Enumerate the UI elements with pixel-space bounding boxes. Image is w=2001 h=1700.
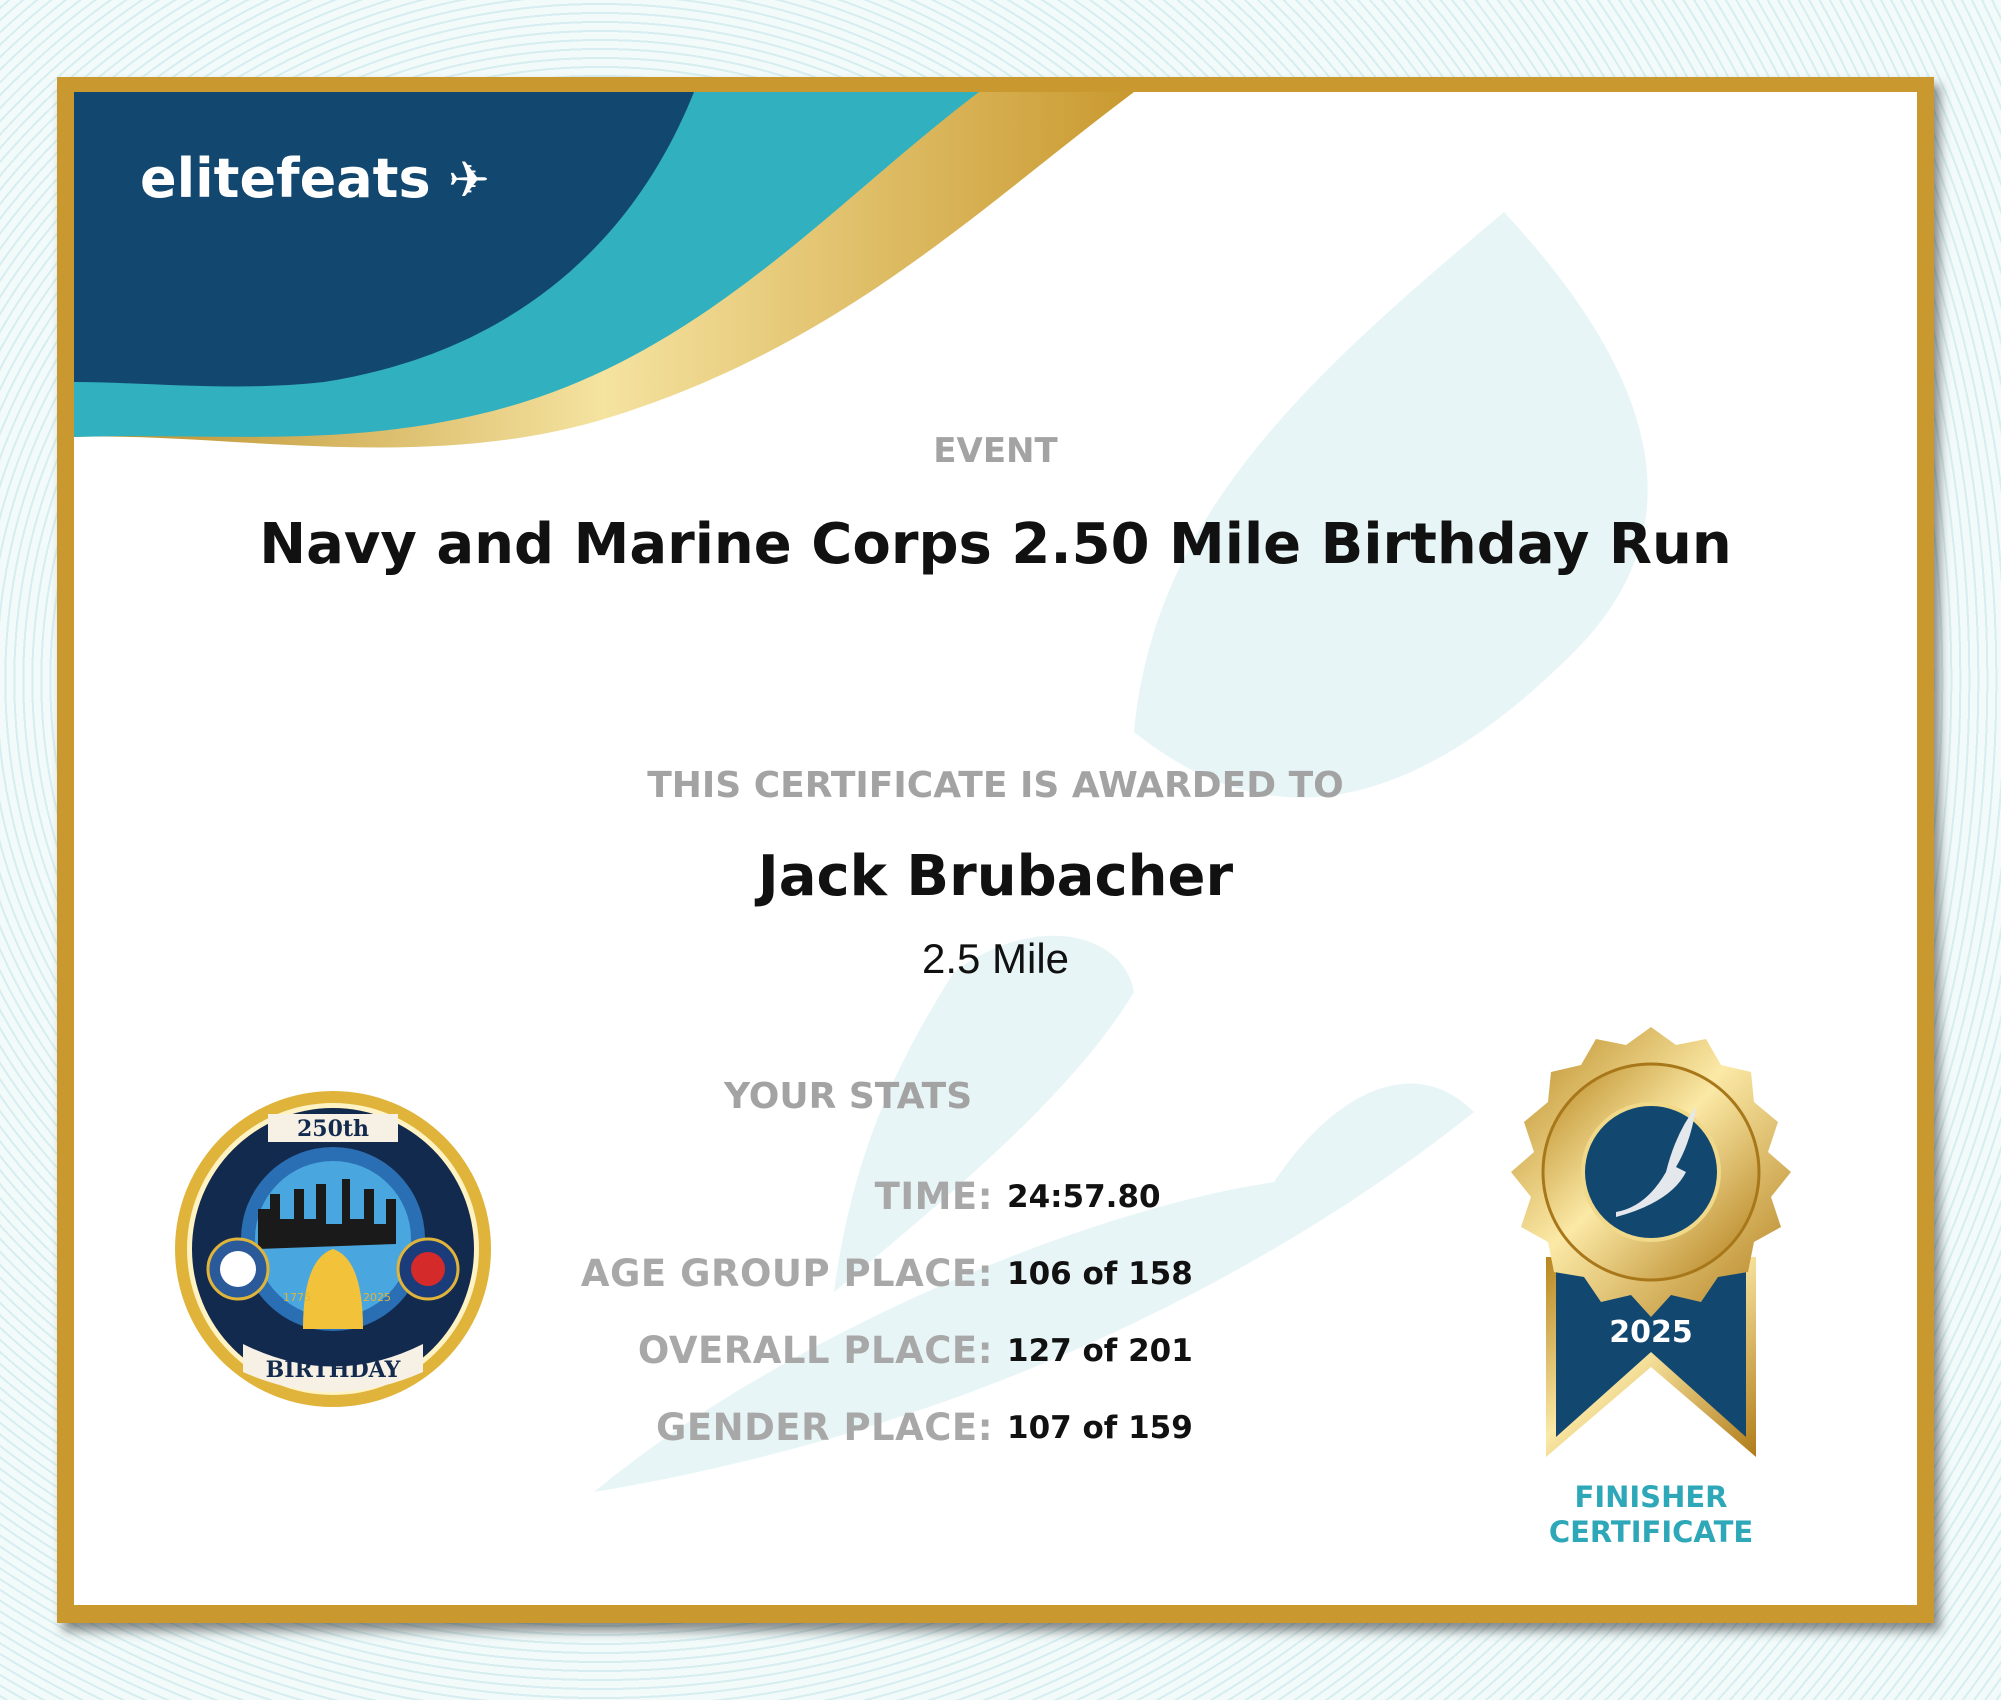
badge-line-1: FINISHER bbox=[1574, 1480, 1728, 1514]
stats-table: TIME: 24:57.80 AGE GROUP PLACE: 106 of 158… bbox=[74, 92, 1917, 1605]
event-title: Navy and Marine Corps 2.50 Mile Birthday… bbox=[259, 512, 1732, 577]
stat-row-overall: OVERALL PLACE: 127 of 201 bbox=[74, 1329, 1917, 1373]
stat-row-time: TIME: 24:57.80 bbox=[74, 1175, 1917, 1219]
event-label: EVENT bbox=[933, 431, 1058, 471]
svg-text:2025: 2025 bbox=[363, 1291, 391, 1304]
certificate-paper: elitefeats ✈ EVENT Navy and Marine Corps… bbox=[74, 92, 1917, 1605]
stat-label: OVERALL PLACE: bbox=[637, 1329, 993, 1372]
award-label: THIS CERTIFICATE IS AWARDED TO bbox=[647, 765, 1344, 806]
stat-row-gender: GENDER PLACE: 107 of 159 bbox=[74, 1406, 1917, 1450]
finisher-ribbon-badge: 2025 bbox=[1511, 1027, 1791, 1457]
winged-foot-icon: ✈ bbox=[430, 151, 490, 209]
winged-foot-watermark bbox=[594, 212, 1648, 1492]
brand-logo: elitefeats ✈ bbox=[140, 147, 490, 210]
svg-text:BIRTHDAY: BIRTHDAY bbox=[266, 1357, 401, 1383]
badge-line-2: CERTIFICATE bbox=[1548, 1515, 1754, 1549]
header-wave bbox=[74, 92, 1648, 1492]
certificate-frame: elitefeats ✈ EVENT Navy and Marine Corps… bbox=[57, 77, 1934, 1623]
svg-text:1775: 1775 bbox=[283, 1291, 311, 1304]
race-distance: 2.5 Mile bbox=[921, 935, 1070, 982]
stat-value: 106 of 158 bbox=[1007, 1256, 1193, 1292]
svg-text:250th: 250th bbox=[297, 1116, 369, 1142]
stat-label: GENDER PLACE: bbox=[655, 1406, 993, 1449]
winged-foot-icon bbox=[1616, 1107, 1696, 1217]
finisher-certificate-label: FINISHER CERTIFICATE bbox=[1536, 1480, 1766, 1550]
stat-row-age-group: AGE GROUP PLACE: 106 of 158 bbox=[74, 1252, 1917, 1296]
stat-label: AGE GROUP PLACE: bbox=[580, 1252, 993, 1295]
stat-value: 107 of 159 bbox=[1007, 1410, 1193, 1446]
stat-label: TIME: bbox=[874, 1175, 993, 1218]
stat-value: 127 of 201 bbox=[1007, 1333, 1193, 1369]
recipient-name: Jack Brubacher bbox=[757, 844, 1234, 909]
stats-heading: YOUR STATS bbox=[724, 1076, 973, 1117]
stat-value: 24:57.80 bbox=[1007, 1179, 1161, 1215]
badge-year: 2025 bbox=[1609, 1315, 1693, 1350]
navy-marine-250th-seal: 250th BIRTHDAY 1775 2025 bbox=[175, 1091, 491, 1407]
